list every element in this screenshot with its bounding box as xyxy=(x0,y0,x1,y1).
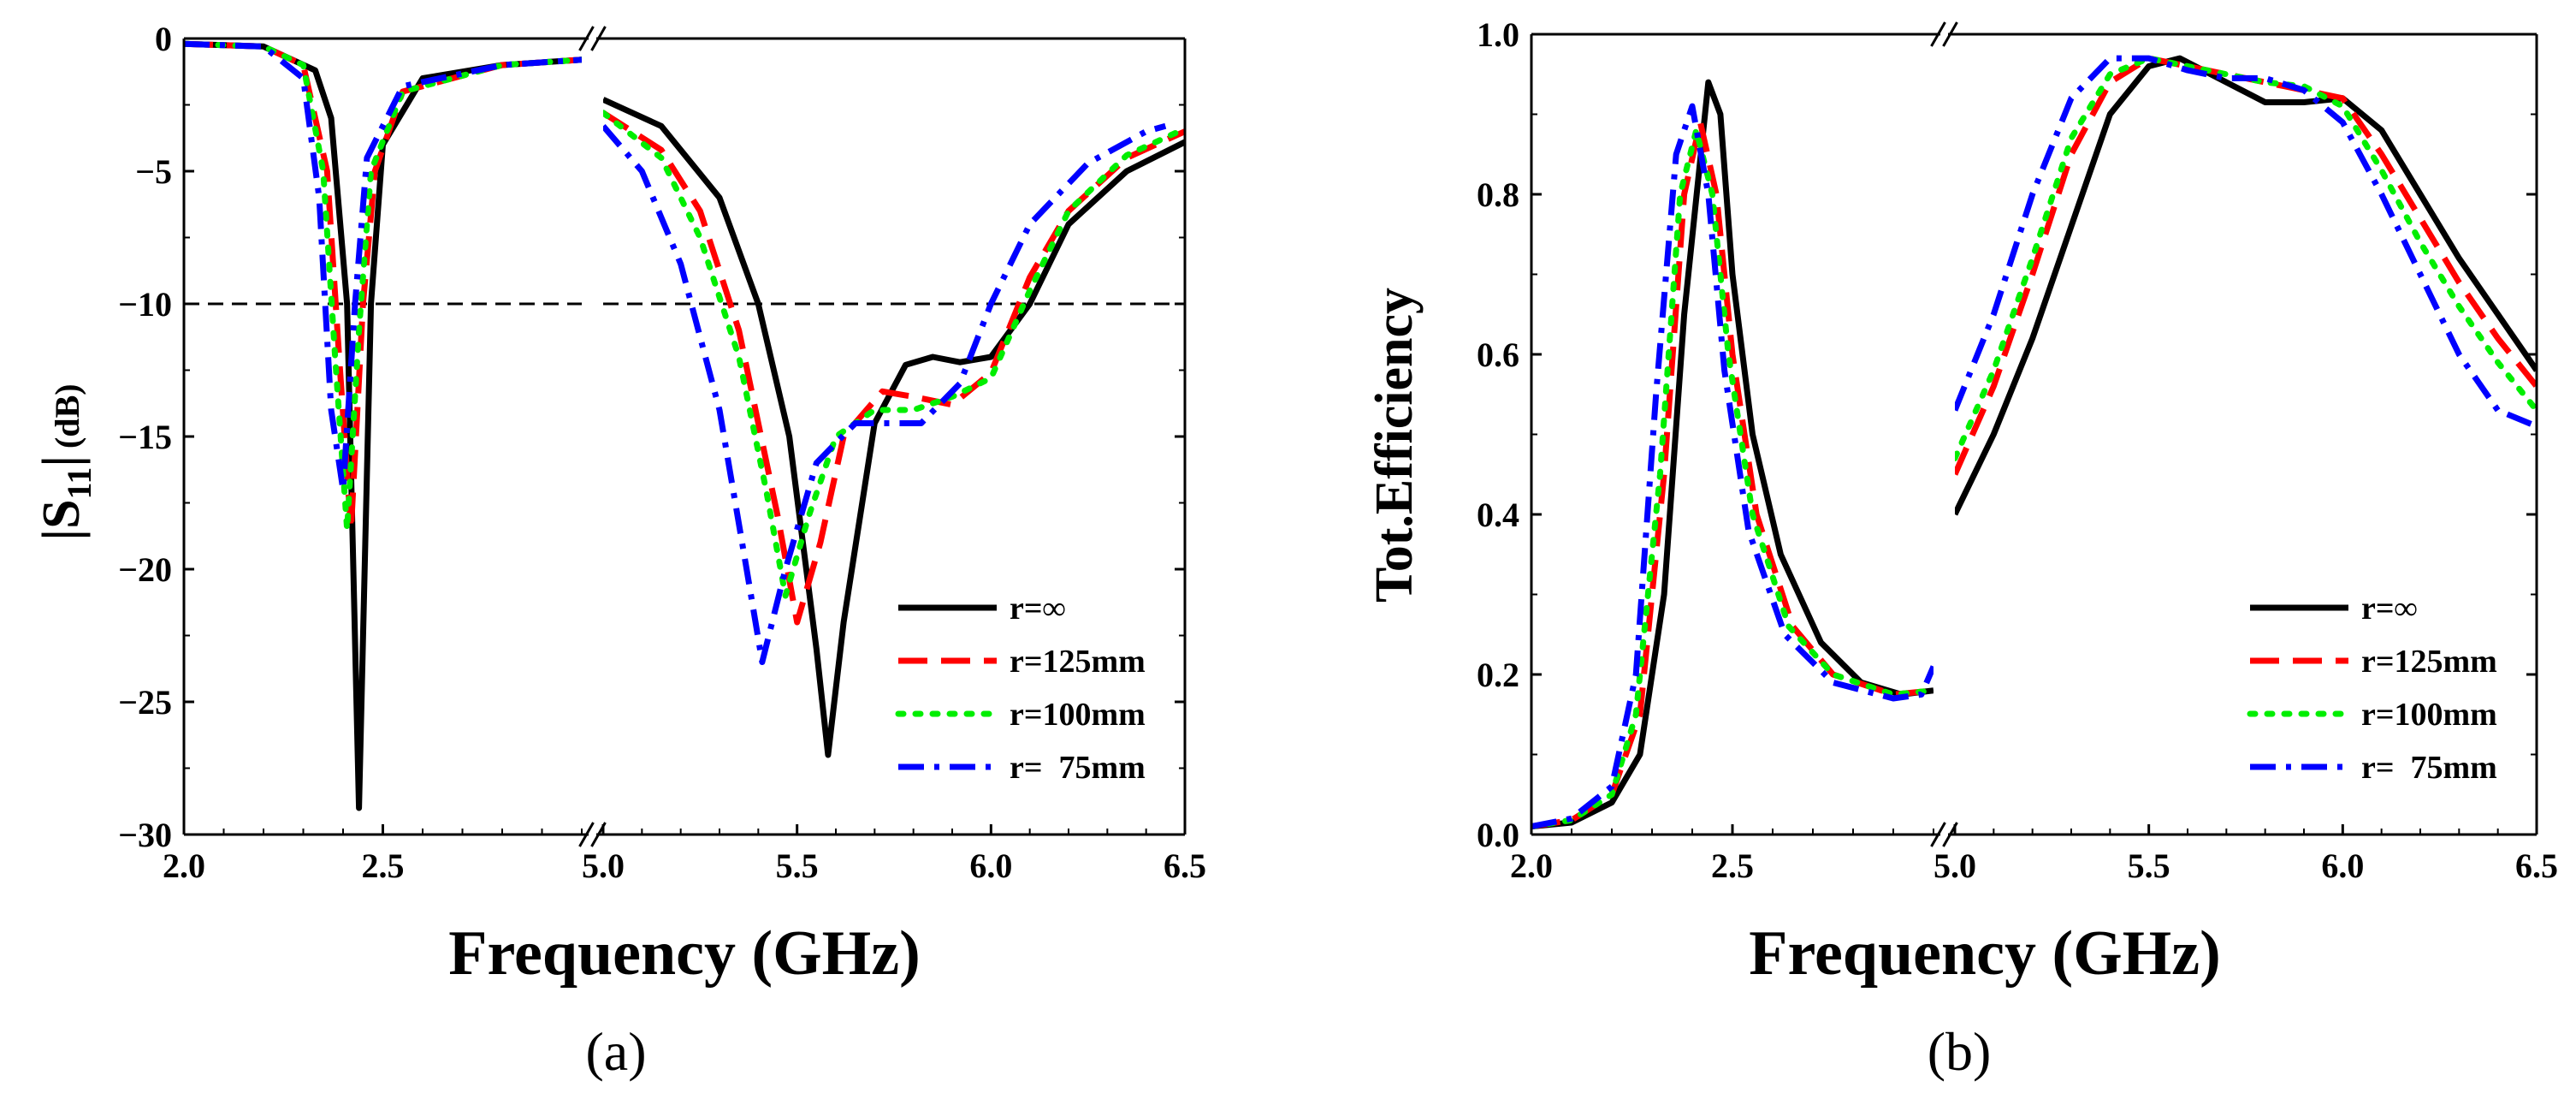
chart-b-series-1-seg1 xyxy=(1531,119,1933,830)
chart-a-series-3-seg2 xyxy=(603,122,1167,665)
chart-b-axis-break-mark xyxy=(1930,21,1946,47)
chart-a-ytick-label: 0 xyxy=(155,20,172,58)
chart-a-ylabel-unit: (dB) xyxy=(48,383,86,448)
chart-b-series-3-seg1 xyxy=(1531,103,1933,830)
chart-b-series-2-seg2 xyxy=(1955,55,2537,461)
chart-a-ytick-label: −20 xyxy=(118,550,172,589)
chart-a-ytick-label: −25 xyxy=(118,683,172,722)
chart-b-legend-label-1: r=125mm xyxy=(2361,644,2497,680)
chart-b-xlabel: Frequency (GHz) xyxy=(1749,918,2220,989)
chart-b-axis-break-mark xyxy=(1930,822,1946,847)
chart-a-xtick-label: 5.5 xyxy=(776,846,819,885)
chart-a-axis-break-mark xyxy=(578,822,595,847)
chart-b-series-3-seg2 xyxy=(1955,55,2537,430)
chart-a-xtick-label: 5.0 xyxy=(582,846,625,885)
chart-b-ytick-label: 0.6 xyxy=(1477,336,1519,374)
chart-b-xtick-label: 5.5 xyxy=(2128,846,2170,885)
chart-a-ylabel-tail: | xyxy=(33,455,91,467)
chart-a-ytick-label: −30 xyxy=(118,816,172,854)
chart-a-axis-break-mark xyxy=(578,26,595,51)
chart-a-ticks: 0 −5 −10 −15 −20 −25 −302.0 2.5 5.0 5.5 6.0 6.5 xyxy=(118,20,1206,885)
chart-a-ytick-label: −5 xyxy=(135,152,172,191)
chart-b-ytick-label: 0.8 xyxy=(1477,175,1519,214)
chart-b-ylabel: Tot.Efficiency xyxy=(1365,288,1424,603)
chart-b-xtick-label: 2.5 xyxy=(1711,846,1754,885)
chart-b-legend-label-3: r= 75mm xyxy=(2361,750,2497,786)
chart-a-series-1-seg1 xyxy=(184,40,582,532)
chart-b-legend-label-0: r=∞ xyxy=(2361,591,2418,627)
chart-a-ylabel-sub: 11 xyxy=(60,467,98,500)
chart-a-xlabel: Frequency (GHz) xyxy=(448,918,920,989)
chart-b-panel-label: (b) xyxy=(1928,1021,1992,1082)
chart-b-series-0-seg1 xyxy=(1531,79,1933,830)
chart-b-xtick-label: 5.0 xyxy=(1933,846,1976,885)
chart-b-xtick-label: 2.0 xyxy=(1510,846,1553,885)
chart-b-legend-label-2: r=100mm xyxy=(2361,697,2497,733)
chart-a-ylabel-main: |S xyxy=(33,499,91,540)
chart-b-ytick-label: 0.2 xyxy=(1477,656,1519,694)
chart-a-legend: r=∞ r=125mm r=100mm r= 75mm xyxy=(895,591,1146,786)
chart-b-xtick-label: 6.0 xyxy=(2321,846,2364,885)
chart-panel-a: 0 −5 −10 −15 −20 −25 −302.0 2.5 5.0 5.5 6.0 6.5 Fre… xyxy=(33,20,1206,1082)
chart-a-panel-label: (a) xyxy=(585,1021,646,1082)
chart-a-ylabel: |S11| (dB) xyxy=(33,383,98,540)
chart-b-legend: r=∞ r=125mm r=100mm r= 75mm xyxy=(2247,591,2497,786)
chart-a-xtick-label: 6.0 xyxy=(969,846,1012,885)
chart-b-series-0-seg2 xyxy=(1955,55,2537,516)
chart-b-series-1-seg2 xyxy=(1955,55,2537,476)
chart-a-series-3-seg1 xyxy=(184,40,582,493)
chart-b-ticks: 0.0 0.2 0.4 0.6 0.8 1.0 2.0 2.5 5.0 5.5 6.0 6.5 xyxy=(1477,15,2558,885)
chart-a-legend-label-0: r=∞ xyxy=(1010,591,1066,627)
chart-b-ytick-label: 1.0 xyxy=(1477,15,1519,54)
chart-a-xtick-label: 2.0 xyxy=(163,846,205,885)
chart-b-xtick-label: 6.5 xyxy=(2515,846,2558,885)
chart-panel-b: 0.0 0.2 0.4 0.6 0.8 1.0 2.0 2.5 5.0 5.5 6.0 6.5 Fre… xyxy=(1365,15,2558,1082)
chart-a-series-0-seg2 xyxy=(603,97,1185,758)
chart-a-series-2-seg1 xyxy=(184,40,582,532)
chart-a-legend-label-1: r=125mm xyxy=(1010,644,1146,680)
chart-a-axis-break-mark xyxy=(590,26,607,51)
chart-b-axis-break-mark xyxy=(1942,21,1958,47)
chart-a-ytick-label: −15 xyxy=(118,418,172,456)
chart-a-legend-label-3: r= 75mm xyxy=(1010,750,1146,786)
chart-a-lines xyxy=(184,40,1185,811)
chart-a-series-1-seg2 xyxy=(603,110,1185,626)
chart-b-lines xyxy=(1531,55,2537,830)
chart-a-series-0-seg1 xyxy=(184,40,582,811)
chart-b-ytick-label: 0.4 xyxy=(1477,496,1519,534)
chart-a-legend-label-2: r=100mm xyxy=(1010,697,1146,733)
chart-a-ytick-label: −10 xyxy=(118,285,172,324)
chart-b-ytick-label: 0.0 xyxy=(1477,816,1519,854)
chart-a-xtick-label: 2.5 xyxy=(362,846,405,885)
chart-a-xtick-label: 6.5 xyxy=(1164,846,1206,885)
